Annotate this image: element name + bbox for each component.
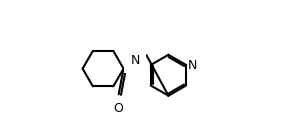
- Text: H: H: [132, 53, 139, 63]
- Text: N: N: [188, 58, 197, 72]
- Text: O: O: [114, 102, 124, 115]
- Text: N: N: [131, 54, 140, 67]
